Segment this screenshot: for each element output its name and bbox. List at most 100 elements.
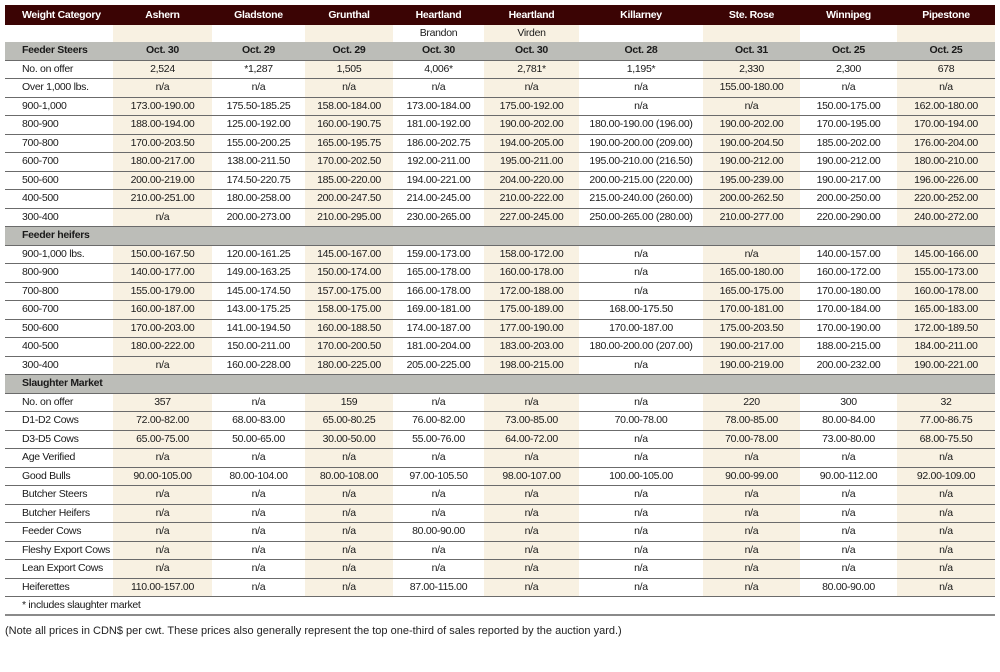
price-cell: n/a	[703, 559, 800, 579]
sale-date	[800, 374, 897, 394]
price-cell: 183.00-203.00	[484, 337, 579, 357]
row-label: Fleshy Export Cows	[5, 541, 113, 560]
price-cell: 65.00-75.00	[113, 430, 212, 449]
sale-date: Oct. 28	[579, 42, 703, 61]
table-row: D1-D2 Cows 72.00-82.00 68.00-83.00 65.00-80…	[5, 411, 995, 431]
column-location	[800, 25, 897, 42]
table-row: Over 1,000 lbs. n/a n/a n/a n/a n/a n/a 155.00-…	[5, 78, 995, 98]
price-cell: n/a	[800, 78, 897, 98]
price-cell: n/a	[393, 559, 484, 579]
price-cell: 150.00-174.00	[305, 263, 393, 283]
column-header: Pipestone	[897, 5, 995, 25]
price-cell: n/a	[897, 522, 995, 542]
price-cell: n/a	[484, 559, 579, 579]
price-cell: 190.00-200.00 (209.00)	[579, 134, 703, 153]
row-label: 600-700	[5, 300, 113, 320]
sale-date	[579, 374, 703, 394]
table-row: No. on offer 2,524 *1,287 1,505 4,006* 2,781*…	[5, 60, 995, 79]
price-cell: 110.00-157.00	[113, 578, 212, 597]
price-cell: 165.00-180.00	[703, 263, 800, 283]
price-cell: 2,524	[113, 60, 212, 79]
price-cell: 170.00-203.50	[113, 134, 212, 153]
price-cell: 32	[897, 393, 995, 412]
price-cell: n/a	[897, 485, 995, 505]
price-cell: n/a	[579, 448, 703, 468]
section-header-row: Slaughter Market	[5, 374, 995, 394]
price-cell: n/a	[800, 559, 897, 579]
row-label: No. on offer	[5, 393, 113, 412]
price-cell: 50.00-65.00	[212, 430, 305, 449]
price-cell: 200.00-219.00	[113, 171, 212, 190]
price-cell: n/a	[305, 541, 393, 560]
price-cell: 175.00-192.00	[484, 97, 579, 116]
price-cell: 190.00-221.00	[897, 356, 995, 375]
price-cell: 68.00-83.00	[212, 411, 305, 431]
price-cell: 172.00-188.00	[484, 282, 579, 301]
price-cell: 90.00-112.00	[800, 467, 897, 486]
price-cell: 176.00-204.00	[897, 134, 995, 153]
price-cell: 173.00-184.00	[393, 97, 484, 116]
sale-date	[305, 374, 393, 394]
price-cell: n/a	[703, 97, 800, 116]
section-title: Feeder Steers	[5, 42, 113, 61]
table-row: Age Verified n/a n/a n/a n/a n/a n/a n/a n/a n/a	[5, 448, 995, 468]
price-cell: 120.00-161.25	[212, 245, 305, 264]
row-label: Over 1,000 lbs.	[5, 78, 113, 98]
price-cell: n/a	[579, 559, 703, 579]
price-cell: 173.00-190.00	[113, 97, 212, 116]
price-cell: 170.00-187.00	[579, 319, 703, 338]
price-cell: 250.00-265.00 (280.00)	[579, 208, 703, 227]
price-cell: 150.00-211.00	[212, 337, 305, 357]
price-cell: 145.00-166.00	[897, 245, 995, 264]
price-cell: n/a	[113, 448, 212, 468]
section-title: Slaughter Market	[5, 374, 113, 394]
sale-date	[113, 374, 212, 394]
price-cell: n/a	[305, 485, 393, 505]
price-cell: n/a	[113, 504, 212, 523]
price-cell: 185.00-202.00	[800, 134, 897, 153]
price-cell: 140.00-177.00	[113, 263, 212, 283]
price-cell: 220.00-290.00	[800, 208, 897, 227]
price-cell: n/a	[897, 504, 995, 523]
price-cell: n/a	[800, 485, 897, 505]
price-cell: 204.00-220.00	[484, 171, 579, 190]
column-location: Brandon	[419, 27, 458, 39]
price-cell: n/a	[579, 97, 703, 116]
price-cell: 165.00-195.75	[305, 134, 393, 153]
price-cell: 145.00-167.00	[305, 245, 393, 264]
column-header: Heartland	[393, 5, 484, 25]
price-cell: 180.00-222.00	[113, 337, 212, 357]
price-cell: n/a	[305, 559, 393, 579]
price-cell: 160.00-187.00	[113, 300, 212, 320]
price-cell: 200.00-215.00 (220.00)	[579, 171, 703, 190]
price-cell: 177.00-190.00	[484, 319, 579, 338]
price-cell: n/a	[484, 485, 579, 505]
sale-date	[393, 374, 484, 394]
column-header: Ste. Rose	[703, 5, 800, 25]
price-cell: 160.00-172.00	[800, 263, 897, 283]
price-cell: 170.00-190.00	[800, 319, 897, 338]
price-cell: n/a	[703, 448, 800, 468]
table-row: 600-700 160.00-187.00 143.00-175.25 158.00-…	[5, 300, 995, 320]
price-cell: n/a	[305, 522, 393, 542]
price-cell: 215.00-240.00 (260.00)	[579, 189, 703, 209]
price-cell: 98.00-107.00	[484, 467, 579, 486]
cattle-prices-table: Weight Category Ashern Gladstone Grunthal H…	[5, 5, 995, 616]
price-cell: 181.00-192.00	[393, 115, 484, 135]
price-cell: 165.00-183.00	[897, 300, 995, 320]
price-cell: 73.00-85.00	[484, 411, 579, 431]
column-location	[212, 25, 305, 42]
price-cell: 205.00-225.00	[393, 356, 484, 375]
sale-date	[484, 374, 579, 394]
price-cell: 155.00-173.00	[897, 263, 995, 283]
section-header-row: Feeder heifers	[5, 226, 995, 246]
price-cell: 68.00-75.50	[897, 430, 995, 449]
price-cell: 190.00-202.00	[484, 115, 579, 135]
price-cell: n/a	[579, 485, 703, 505]
table-row: 700-800 170.00-203.50 155.00-200.25 165.00-…	[5, 134, 995, 153]
price-cell: n/a	[579, 522, 703, 542]
price-cell: 300	[800, 393, 897, 412]
sale-date	[113, 226, 212, 246]
price-cell: n/a	[113, 485, 212, 505]
price-cell: 77.00-86.75	[897, 411, 995, 431]
